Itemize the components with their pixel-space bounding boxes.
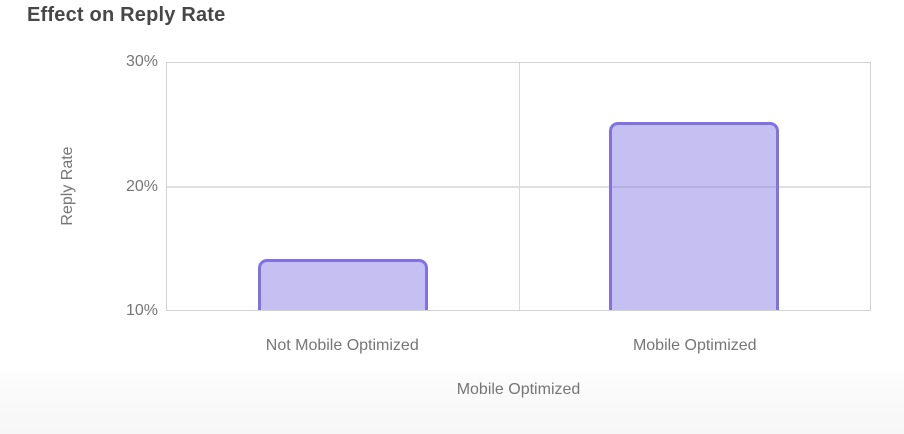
category-divider-line bbox=[518, 63, 520, 310]
bottom-background-strip bbox=[0, 372, 904, 434]
x-tick-label-not-mobile-optimized: Not Mobile Optimized bbox=[265, 337, 419, 354]
y-tick-label: 20% bbox=[125, 177, 158, 195]
x-axis: Not Mobile Optimized Mobile Optimized bbox=[166, 336, 871, 356]
chart-title: Effect on Reply Rate bbox=[27, 4, 226, 26]
y-axis: 30% 20% 10% bbox=[0, 53, 158, 319]
category-band-mobile-optimized bbox=[519, 63, 871, 310]
bar-not-mobile-optimized bbox=[257, 259, 428, 310]
y-tick-label: 30% bbox=[125, 53, 158, 70]
x-axis-title: Mobile Optimized bbox=[456, 381, 581, 398]
x-tick-label-mobile-optimized: Mobile Optimized bbox=[632, 337, 757, 354]
plot-area bbox=[166, 62, 871, 311]
y-tick-label: 10% bbox=[125, 302, 158, 319]
category-band-not-mobile-optimized bbox=[167, 63, 519, 310]
bar-mobile-optimized bbox=[609, 122, 780, 310]
